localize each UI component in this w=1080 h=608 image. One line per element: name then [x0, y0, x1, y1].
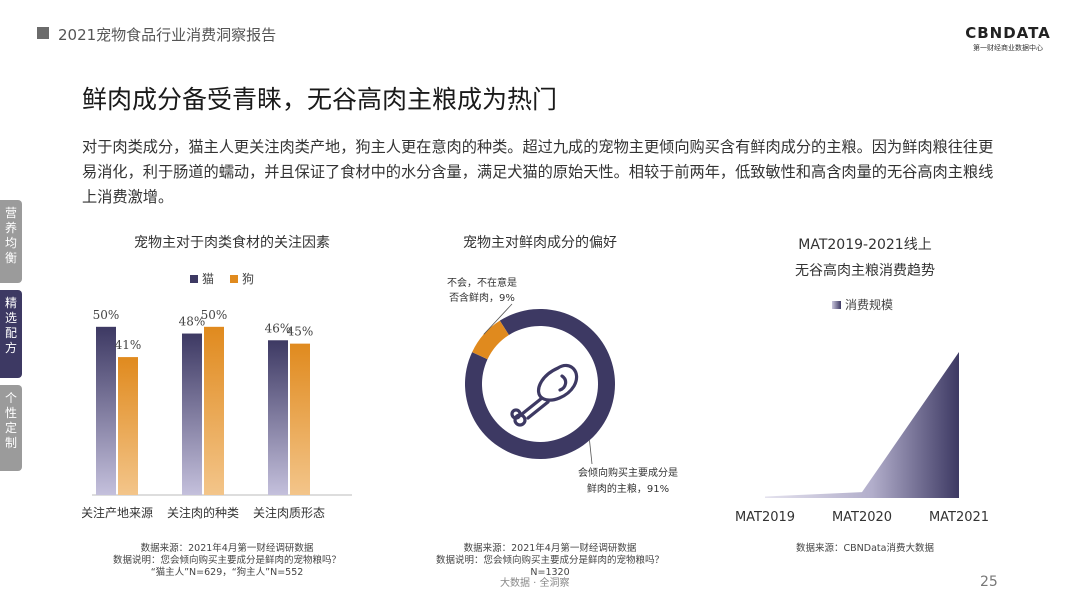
- area-chart: MAT2019 MAT2020 MAT2021: [735, 352, 989, 525]
- legend-label-cat: 猫: [202, 272, 215, 286]
- bar-label-cat-0: 50%: [93, 308, 120, 322]
- report-title: 2021宠物食品行业消费洞察报告: [58, 26, 277, 44]
- donut-source: 数据来源：2021年4月第一财经调研数据: [463, 543, 637, 554]
- cbndata-logo: CBNDATA 第一财经商业数据中心: [965, 24, 1051, 53]
- side-tab-nutrition[interactable]: 营 养 均 衡: [0, 200, 22, 283]
- bar-chart-footnote: 数据来源：2021年4月第一财经调研数据 数据说明：您会倾向购买主要成分是鲜肉的…: [82, 543, 372, 579]
- donut-chart-footnote: 数据来源：2021年4月第一财经调研数据 数据说明：您会倾向购买主要成分是鲜肉的…: [405, 543, 695, 579]
- bar-dog-2: [290, 343, 310, 495]
- meat-leg-icon: [510, 363, 579, 427]
- bar-note: 数据说明：您会倾向购买主要成分是鲜肉的宠物粮吗？: [112, 555, 341, 566]
- bar-label-cat-2: 46%: [265, 321, 292, 335]
- bar-category-label-0: 关注产地来源: [82, 505, 153, 520]
- bar-dog-0: [118, 357, 138, 495]
- area-title-line1: MAT2019-2021线上: [798, 237, 932, 253]
- bar-sample: “猫主人”N=629，“狗主人”N=552: [150, 567, 304, 578]
- bar-source: 数据来源：2021年4月第一财经调研数据: [140, 543, 314, 554]
- bar-cat-1: [182, 333, 202, 495]
- legend-item-dog: 狗: [230, 270, 254, 287]
- donut-chart: 不会，不在意是否含鲜肉，9% 会倾向购买主要成分是鲜肉的主粮，91%: [447, 276, 678, 495]
- area-title-line2: 无谷高肉主粮消费趋势: [795, 263, 935, 279]
- legend-label-volume: 消费规模: [845, 298, 894, 312]
- area-legend: 消费规模: [832, 296, 893, 313]
- donut-label-main: 会倾向购买主要成分是鲜肉的主粮，91%: [578, 466, 678, 495]
- legend-swatch-volume: [832, 300, 841, 309]
- legend-item-cat: 猫: [190, 270, 214, 287]
- donut-note: 数据说明：您会倾向购买主要成分是鲜肉的宠物粮吗？: [435, 555, 664, 566]
- donut-label-minor: 不会，不在意是否含鲜肉，9%: [447, 276, 517, 304]
- bar-cat-2: [268, 340, 288, 495]
- bar-label-cat-1: 48%: [179, 315, 206, 329]
- area-x-label-1: MAT2020: [832, 510, 892, 525]
- donut-leader-main: [589, 440, 593, 465]
- logo-main-text: CBNDATA: [965, 24, 1051, 42]
- bar-chart-title: 宠物主对于肉类食材的关注因素: [134, 235, 330, 251]
- legend-label-dog: 狗: [242, 272, 255, 286]
- legend-swatch-cat: [190, 274, 198, 283]
- bar-chart-legend: 猫 狗: [190, 270, 254, 287]
- area-x-label-2: MAT2021: [929, 510, 989, 525]
- donut-chart-title: 宠物主对鲜肉成分的偏好: [463, 235, 617, 251]
- area-chart-title: MAT2019-2021线上 无谷高肉主粮消费趋势: [760, 232, 970, 284]
- donut-sample: N=1320: [530, 567, 570, 578]
- donut-leader-minor: [483, 303, 513, 335]
- page-number: 25: [980, 574, 998, 590]
- area-x-label-0: MAT2019: [735, 510, 795, 525]
- report-marker: [37, 27, 49, 39]
- logo-sub-text: 第一财经商业数据中心: [973, 44, 1043, 52]
- bar-dog-1: [204, 326, 224, 495]
- side-tab-formula[interactable]: 精 选 配 方: [0, 290, 22, 378]
- bar-label-dog-1: 50%: [201, 308, 228, 322]
- bar-category-label-1: 关注肉的种类: [167, 505, 239, 520]
- side-tab-custom[interactable]: 个 性 定 制: [0, 385, 22, 471]
- donut-slice-1: [472, 320, 509, 360]
- bar-label-dog-0: 41%: [115, 338, 142, 352]
- page-title: 鲜肉成分备受青睐，无谷高肉主粮成为热门: [82, 85, 558, 114]
- footer-slogan: 大数据 · 全洞察: [500, 578, 570, 589]
- bar-cat-0: [96, 326, 116, 495]
- bar-label-dog-2: 45%: [287, 325, 314, 339]
- bar-category-label-2: 关注肉质形态: [253, 505, 325, 520]
- area-series-volume: [765, 352, 959, 498]
- legend-swatch-dog: [230, 274, 239, 283]
- intro-paragraph: 对于肉类成分，猫主人更关注肉类产地，狗主人更在意肉的种类。超过九成的宠物主更倾向…: [82, 138, 994, 206]
- area-chart-footnote: 数据来源：CBNData消费大数据: [796, 543, 934, 554]
